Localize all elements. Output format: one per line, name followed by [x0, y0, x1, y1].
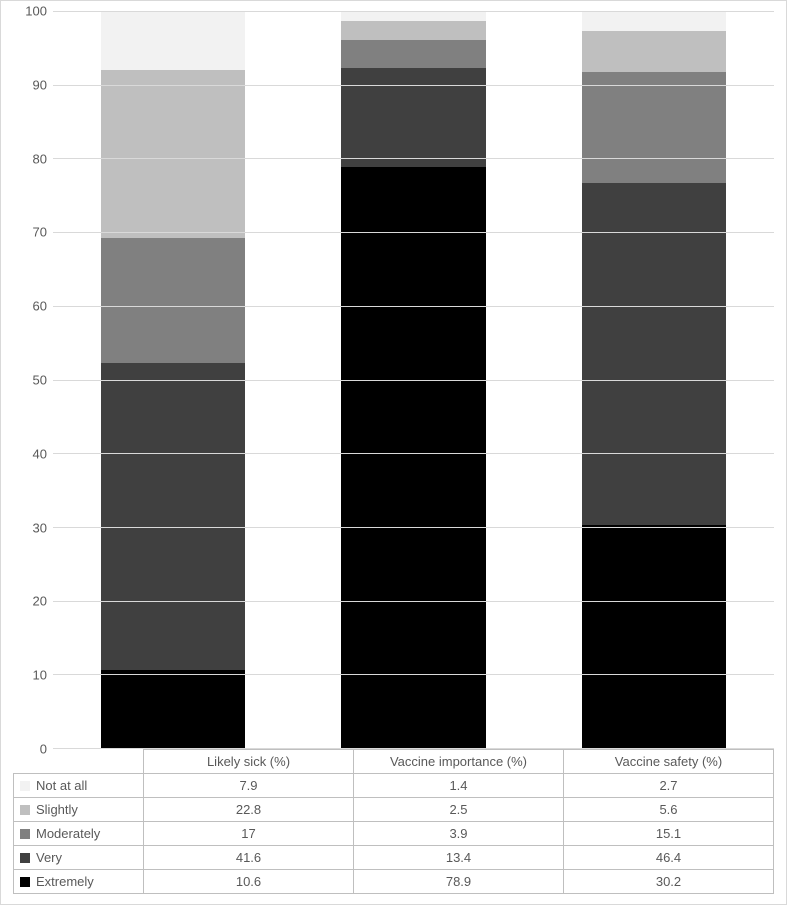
chart-container: 0102030405060708090100 Likely sick (%)Va…	[0, 0, 787, 905]
legend-label: Slightly	[36, 802, 78, 817]
plot-area	[53, 11, 774, 749]
table-cell: 13.4	[353, 845, 563, 869]
bar-segment-slightly	[582, 31, 726, 72]
bar-segment-very	[582, 183, 726, 525]
bar-segment-slightly	[101, 70, 245, 238]
table-cell: 22.8	[143, 797, 353, 821]
bar-segment-moderately	[101, 238, 245, 363]
table-cell: 30.2	[563, 869, 774, 894]
table-cell: 17	[143, 821, 353, 845]
legend-swatch	[20, 829, 30, 839]
y-tick-label: 40	[33, 446, 47, 461]
y-tick-label: 90	[33, 77, 47, 92]
table-header-cell: Vaccine safety (%)	[563, 749, 774, 773]
y-tick-label: 30	[33, 520, 47, 535]
table-cell: 5.6	[563, 797, 774, 821]
legend-cell: Slightly	[13, 797, 143, 821]
y-tick-label: 10	[33, 668, 47, 683]
bar-segment-extremely	[341, 167, 485, 748]
gridline	[53, 306, 774, 307]
legend-swatch	[20, 805, 30, 815]
table-header-cell: Likely sick (%)	[143, 749, 353, 773]
y-tick-label: 50	[33, 373, 47, 388]
data-table-body: Not at all7.91.42.7Slightly22.82.55.6Mod…	[13, 773, 774, 894]
gridline	[53, 453, 774, 454]
plot-row: 0102030405060708090100	[13, 11, 774, 749]
y-axis: 0102030405060708090100	[13, 11, 53, 749]
legend-swatch	[20, 853, 30, 863]
gridline	[53, 158, 774, 159]
y-tick-label: 100	[25, 4, 47, 19]
legend-label: Extremely	[36, 874, 94, 889]
bar-segment-moderately	[582, 72, 726, 183]
y-tick-label: 70	[33, 225, 47, 240]
gridline	[53, 232, 774, 233]
data-table: Likely sick (%)Vaccine importance (%)Vac…	[13, 749, 774, 894]
legend-label: Very	[36, 850, 62, 865]
bar-segment-extremely	[101, 670, 245, 748]
data-table-header-row: Likely sick (%)Vaccine importance (%)Vac…	[13, 749, 774, 773]
gridline	[53, 601, 774, 602]
table-cell: 3.9	[353, 821, 563, 845]
table-cell: 78.9	[353, 869, 563, 894]
bar-segment-extremely	[582, 525, 726, 748]
legend-header-spacer	[13, 749, 143, 773]
legend-cell: Very	[13, 845, 143, 869]
y-tick-label: 60	[33, 299, 47, 314]
table-row: Extremely 10.678.930.2	[13, 869, 774, 894]
gridline	[53, 380, 774, 381]
table-cell: 1.4	[353, 773, 563, 797]
gridline	[53, 85, 774, 86]
table-cell: 10.6	[143, 869, 353, 894]
y-tick-label: 80	[33, 151, 47, 166]
y-tick-label: 20	[33, 594, 47, 609]
legend-cell: Moderately	[13, 821, 143, 845]
table-cell: 7.9	[143, 773, 353, 797]
legend-swatch	[20, 877, 30, 887]
legend-cell: Extremely	[13, 869, 143, 894]
table-cell: 2.7	[563, 773, 774, 797]
legend-cell: Not at all	[13, 773, 143, 797]
bar-segment-not_at_all	[341, 11, 485, 21]
table-row: Slightly 22.82.55.6	[13, 797, 774, 821]
legend-label: Moderately	[36, 826, 100, 841]
table-row: Moderately 173.915.1	[13, 821, 774, 845]
gridline	[53, 674, 774, 675]
table-cell: 2.5	[353, 797, 563, 821]
legend-swatch	[20, 781, 30, 791]
bar-segment-slightly	[341, 21, 485, 39]
bar-segment-very	[101, 363, 245, 670]
table-row: Not at all 7.91.42.7	[13, 773, 774, 797]
bar-segment-very	[341, 68, 485, 167]
bar-segment-moderately	[341, 40, 485, 69]
legend-label: Not at all	[36, 778, 87, 793]
bar-segment-not_at_all	[101, 12, 245, 70]
table-cell: 46.4	[563, 845, 774, 869]
table-cell: 15.1	[563, 821, 774, 845]
bar-segment-not_at_all	[582, 11, 726, 31]
chart-frame: 0102030405060708090100 Likely sick (%)Va…	[13, 11, 774, 894]
table-row: Very 41.613.446.4	[13, 845, 774, 869]
y-tick-label: 0	[40, 742, 47, 757]
table-cell: 41.6	[143, 845, 353, 869]
gridline	[53, 11, 774, 12]
table-header-cell: Vaccine importance (%)	[353, 749, 563, 773]
gridline	[53, 527, 774, 528]
